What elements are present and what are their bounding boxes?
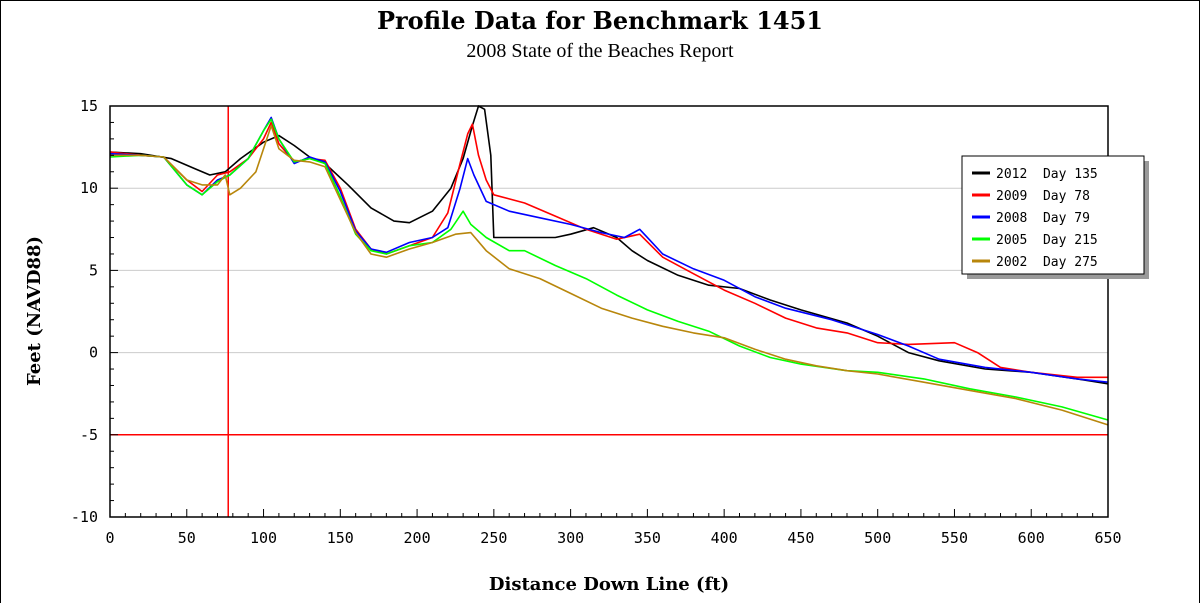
x-tick-label: 150 — [327, 529, 354, 547]
y-tick-label: -5 — [80, 426, 98, 444]
legend-box — [961, 155, 1145, 275]
x-tick-label: 300 — [557, 529, 584, 547]
y-tick-label: -10 — [71, 508, 98, 526]
series-line-2009 — [109, 121, 1108, 379]
y-tick-label: 5 — [89, 261, 98, 279]
x-tick-label: 200 — [404, 529, 431, 547]
y-tick-label: 10 — [80, 179, 98, 197]
x-tick-label: 650 — [1094, 529, 1121, 547]
legend-label-2008: 2008 Day 79 — [996, 211, 1090, 226]
x-tick-label: 0 — [105, 529, 114, 547]
legend: 2012 Day 135 2009 Day 78 2008 Day 79 2005 D… — [961, 155, 1149, 279]
plot-area — [109, 105, 1109, 518]
series-line-2008 — [109, 116, 1109, 383]
series-line-2002 — [110, 124, 1109, 426]
x-tick-label: 450 — [787, 529, 814, 547]
tick-labels: 0 50 100 150 200 250 300 350 400 450 500 550 600 650-… — [71, 97, 1122, 547]
x-tick-label: 400 — [711, 529, 738, 547]
y-axis-title: Feet (NAVD88) — [24, 236, 45, 386]
y-tick-label: 0 — [89, 344, 98, 362]
legend-label-2002: 2002 Day 275 — [996, 255, 1098, 270]
x-tick-label: 350 — [634, 529, 661, 547]
x-axis-title: Distance Down Line (ft) — [489, 574, 729, 595]
reference-lines — [110, 106, 1108, 517]
legend-label-2009: 2009 Day 78 — [996, 189, 1090, 204]
chart-title: Profile Data for Benchmark 1451 — [376, 6, 823, 35]
x-tick-label: 100 — [250, 529, 277, 547]
series-line-2012 — [109, 105, 1109, 385]
x-tick-label: 250 — [480, 529, 507, 547]
chart-subtitle: 2008 State of the Beaches Report — [466, 40, 734, 62]
x-tick-label: 600 — [1018, 529, 1045, 547]
y-tick-label: 15 — [80, 97, 98, 115]
series-lines — [109, 105, 1109, 426]
series-line-2005 — [109, 118, 1109, 421]
x-tick-label: 50 — [178, 529, 196, 547]
axis-ticks — [109, 105, 1109, 518]
x-tick-label: 550 — [941, 529, 968, 547]
x-tick-label: 500 — [864, 529, 891, 547]
legend-label-2012: 2012 Day 135 — [996, 167, 1098, 182]
legend-label-2005: 2005 Day 215 — [996, 233, 1098, 248]
